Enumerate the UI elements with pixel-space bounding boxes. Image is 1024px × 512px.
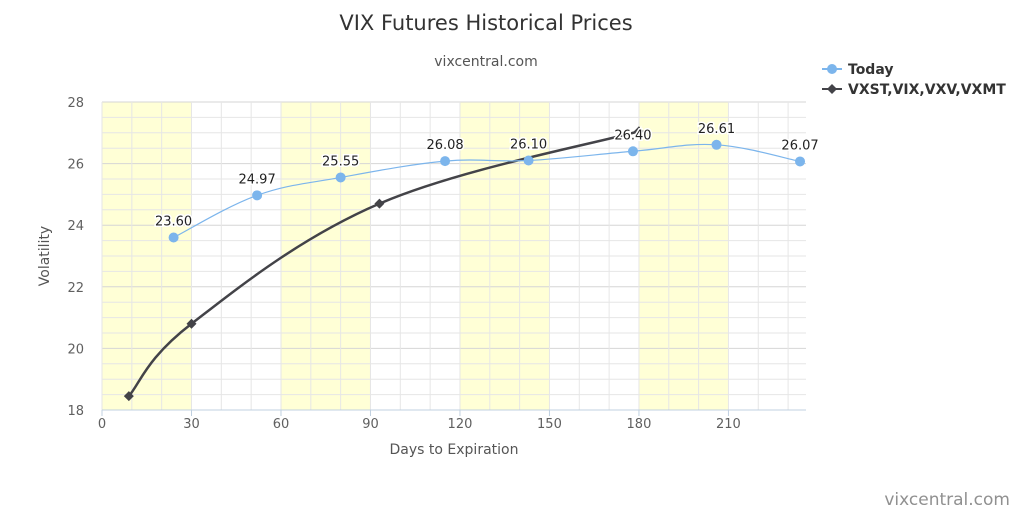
today-point[interactable] xyxy=(440,156,451,167)
x-tick-label: 30 xyxy=(183,417,200,432)
legend-marker-today xyxy=(827,64,837,74)
data-labels: 23.60 24.97 25.55 26.08 26.10 26.40 26.61 26.07 xyxy=(153,120,820,231)
x-tick-label: 120 xyxy=(448,417,473,432)
term-structure-point[interactable] xyxy=(633,126,644,137)
data-label: 26.07 xyxy=(781,138,818,153)
term-structure-point[interactable] xyxy=(123,391,134,402)
data-label: 25.55 xyxy=(322,154,359,169)
chart-title: VIX Futures Historical Prices xyxy=(339,11,632,35)
today-point[interactable] xyxy=(627,146,638,157)
y-tick-label: 20 xyxy=(67,342,84,357)
data-label: 26.40 xyxy=(614,128,651,143)
chart-subtitle: vixcentral.com xyxy=(434,54,537,70)
series-markers xyxy=(123,126,806,402)
y-tick-label: 22 xyxy=(67,281,84,296)
today-point[interactable] xyxy=(523,155,534,166)
y-tick-label: 28 xyxy=(67,96,84,111)
data-label: 23.60 xyxy=(155,215,192,230)
y-axis-title: Volatility xyxy=(37,226,53,286)
x-tick-label: 60 xyxy=(273,417,290,432)
today-point[interactable] xyxy=(335,172,346,183)
x-tick-label: 150 xyxy=(537,417,562,432)
data-label: 24.97 xyxy=(239,172,276,187)
series-line-vxst-vix-vxv-vxmt[interactable] xyxy=(127,130,640,397)
legend-item-today[interactable]: Today xyxy=(822,62,893,78)
y-tick-label: 26 xyxy=(67,158,84,173)
term-structure-point[interactable] xyxy=(374,198,385,209)
data-label: 26.08 xyxy=(426,138,463,153)
series-lines xyxy=(127,130,801,397)
term-structure-point[interactable] xyxy=(186,318,197,329)
data-label: 26.61 xyxy=(698,122,735,137)
x-axis-title: Days to Expiration xyxy=(390,442,519,458)
legend: Today VXST,VIX,VXV,VXMT xyxy=(822,62,1006,98)
x-tick-label: 90 xyxy=(362,417,379,432)
y-tick-label: 18 xyxy=(67,404,84,419)
today-point[interactable] xyxy=(168,232,179,243)
series-line-today[interactable] xyxy=(173,143,801,239)
legend-item-vxst-vix-vxv-vxmt[interactable]: VXST,VIX,VXV,VXMT xyxy=(822,82,1006,98)
today-point[interactable] xyxy=(795,156,806,167)
x-tick-label: 0 xyxy=(98,417,106,432)
legend-label-vxst: VXST,VIX,VXV,VXMT xyxy=(848,82,1006,98)
today-point[interactable] xyxy=(252,190,263,201)
x-tick-label: 210 xyxy=(716,417,741,432)
y-tick-label: 24 xyxy=(67,219,84,234)
data-label: 26.10 xyxy=(510,138,547,153)
x-tick-label: 180 xyxy=(627,417,652,432)
axes: 0 30 60 90 120 150 180 210 18 20 22 24 26 28 xyxy=(67,96,806,432)
today-point[interactable] xyxy=(711,139,722,150)
legend-marker-vxst xyxy=(827,84,837,94)
legend-label-today: Today xyxy=(848,62,893,78)
credit-text[interactable]: vixcentral.com xyxy=(884,490,1010,510)
